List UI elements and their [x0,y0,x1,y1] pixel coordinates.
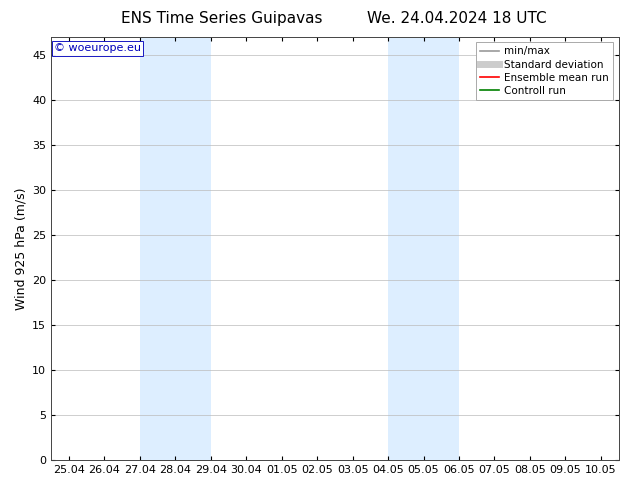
Bar [388,37,459,460]
Text: We. 24.04.2024 18 UTC: We. 24.04.2024 18 UTC [366,11,547,26]
Text: ENS Time Series Guipavas: ENS Time Series Guipavas [121,11,323,26]
Text: © woeurope.eu: © woeurope.eu [54,44,141,53]
Bar [140,37,210,460]
Y-axis label: Wind 925 hPa (m/s): Wind 925 hPa (m/s) [15,187,28,310]
Legend: min/max, Standard deviation, Ensemble mean run, Controll run: min/max, Standard deviation, Ensemble me… [476,42,613,100]
